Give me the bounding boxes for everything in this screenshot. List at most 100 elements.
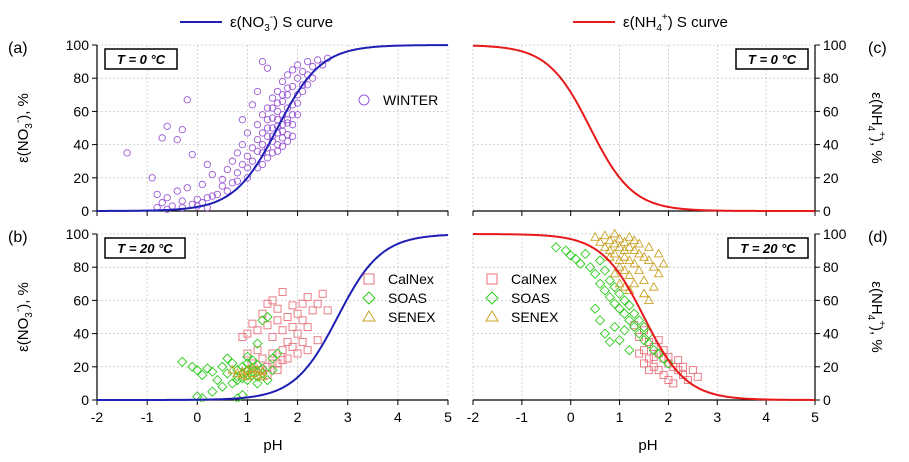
calnex-point-b <box>288 323 297 331</box>
winter-point-a <box>278 91 287 99</box>
soas-legend-marker-b <box>362 291 376 305</box>
y-tick-label-b: 40 <box>73 326 89 342</box>
x-tick-label-b: 5 <box>444 409 452 425</box>
senex-point-d <box>599 230 610 240</box>
y-tick-label-b: 100 <box>66 226 90 242</box>
calnex-point-d <box>674 356 683 365</box>
soas-point-d <box>590 268 601 279</box>
y-tick-label-a: 60 <box>73 103 89 119</box>
soas-point-d <box>663 358 674 369</box>
soas-point-d <box>619 325 630 336</box>
winter-point-a <box>123 149 131 157</box>
soas-point-d <box>614 288 625 299</box>
senex-point-b <box>252 364 263 374</box>
winter-point-a <box>188 150 196 159</box>
y-tick-label-c: 40 <box>823 137 839 153</box>
temp-box-b: T = 20 °C <box>104 237 186 259</box>
winter-legend-label: WINTER <box>383 92 438 108</box>
senex-point-d <box>609 268 620 278</box>
winter-point-a <box>263 124 272 132</box>
winter-point-a <box>223 165 232 174</box>
soas-point-d <box>614 335 625 346</box>
soas-point-b <box>177 356 188 367</box>
soas-legend-marker-d <box>485 291 499 305</box>
winter-point-a <box>238 140 247 149</box>
soas-point-b <box>222 368 233 379</box>
soas-point-b <box>272 348 283 359</box>
soas-point-b <box>252 378 263 389</box>
winter-point-a <box>288 66 297 74</box>
winter-point-a <box>183 184 191 192</box>
winter-point-a <box>253 147 262 155</box>
soas-point-b <box>262 311 273 323</box>
senex-point-d <box>643 255 654 265</box>
x-tick-label-b: 2 <box>294 409 302 425</box>
temp-box-d: T = 20 °C <box>727 237 809 259</box>
soas-point-d <box>609 298 620 309</box>
soas-point-d <box>604 336 615 348</box>
winter-point-a <box>308 62 317 71</box>
panel-letter-a: (a) <box>8 40 28 57</box>
soas-point-d <box>638 321 650 333</box>
winter-point-a <box>198 180 206 189</box>
senex-point-d <box>599 241 610 251</box>
y-tick-label-c: 60 <box>823 103 839 119</box>
soas-point-b <box>202 363 213 374</box>
calnex-point-b <box>298 337 307 346</box>
soas-point-d <box>633 328 645 339</box>
soas-point-b <box>232 393 243 402</box>
winter-point-a <box>153 190 161 199</box>
x-tick-label-b: 0 <box>193 409 201 425</box>
soas-point-b <box>192 391 203 402</box>
winter-point-a <box>288 132 297 140</box>
calnex-point-b <box>283 313 292 321</box>
panel-a: 0 20 40 60 80 100 <box>66 37 449 219</box>
y-tick-label-b: 20 <box>73 359 89 375</box>
nh4-s-curve-c <box>472 44 815 212</box>
soas-point-d <box>604 291 615 303</box>
winter-point-a <box>223 187 232 195</box>
soas-point-b <box>237 389 248 401</box>
soas-point-d <box>629 321 640 333</box>
senex-point-b <box>257 366 268 376</box>
legend-d: CalNex SOAS SENEX <box>485 271 559 325</box>
senex-point-b <box>237 369 248 379</box>
soas-point-b <box>217 381 228 392</box>
calnex-point-b <box>303 346 312 355</box>
winter-point-a <box>283 137 292 145</box>
soas-point-b <box>207 386 218 397</box>
calnex-point-d <box>693 372 702 381</box>
soas-point-d <box>653 348 664 359</box>
svg-text:ε(NO3-), %: ε(NO3-), % <box>13 282 35 352</box>
calnex-point-d <box>640 326 648 335</box>
calnex-point-b <box>323 306 332 315</box>
soas-point-d <box>619 308 630 319</box>
calnex-point-b <box>313 299 322 308</box>
winter-point-a <box>243 152 252 160</box>
winter-point-a <box>178 126 186 134</box>
calnex-point-b <box>278 356 287 365</box>
calnex-point-b <box>303 323 312 331</box>
winter-point-a <box>283 119 292 127</box>
calnex-point-b <box>273 316 282 325</box>
x-tick-label-d: 5 <box>811 409 819 425</box>
points-b <box>177 288 332 402</box>
soas-point-d <box>619 295 630 306</box>
senex-point-d <box>653 268 664 278</box>
calnex-point-b <box>303 293 312 302</box>
winter-point-a <box>218 175 227 184</box>
winter-point-a <box>303 81 312 89</box>
soas-point-b <box>242 351 253 362</box>
winter-point-a <box>293 99 302 107</box>
winter-point-a <box>288 121 297 129</box>
calnex-point-b <box>253 346 262 355</box>
soas-point-b <box>217 361 228 372</box>
panel-letter-b: (b) <box>8 229 28 246</box>
x-tick-label-d: 2 <box>665 409 673 425</box>
panel-c: 0 20 40 60 80 100 <box>472 37 847 219</box>
soas-point-d <box>599 265 611 276</box>
no3-curve-legend-label: ε(NO3-) S curve <box>230 12 333 34</box>
soas-point-b <box>242 358 253 369</box>
